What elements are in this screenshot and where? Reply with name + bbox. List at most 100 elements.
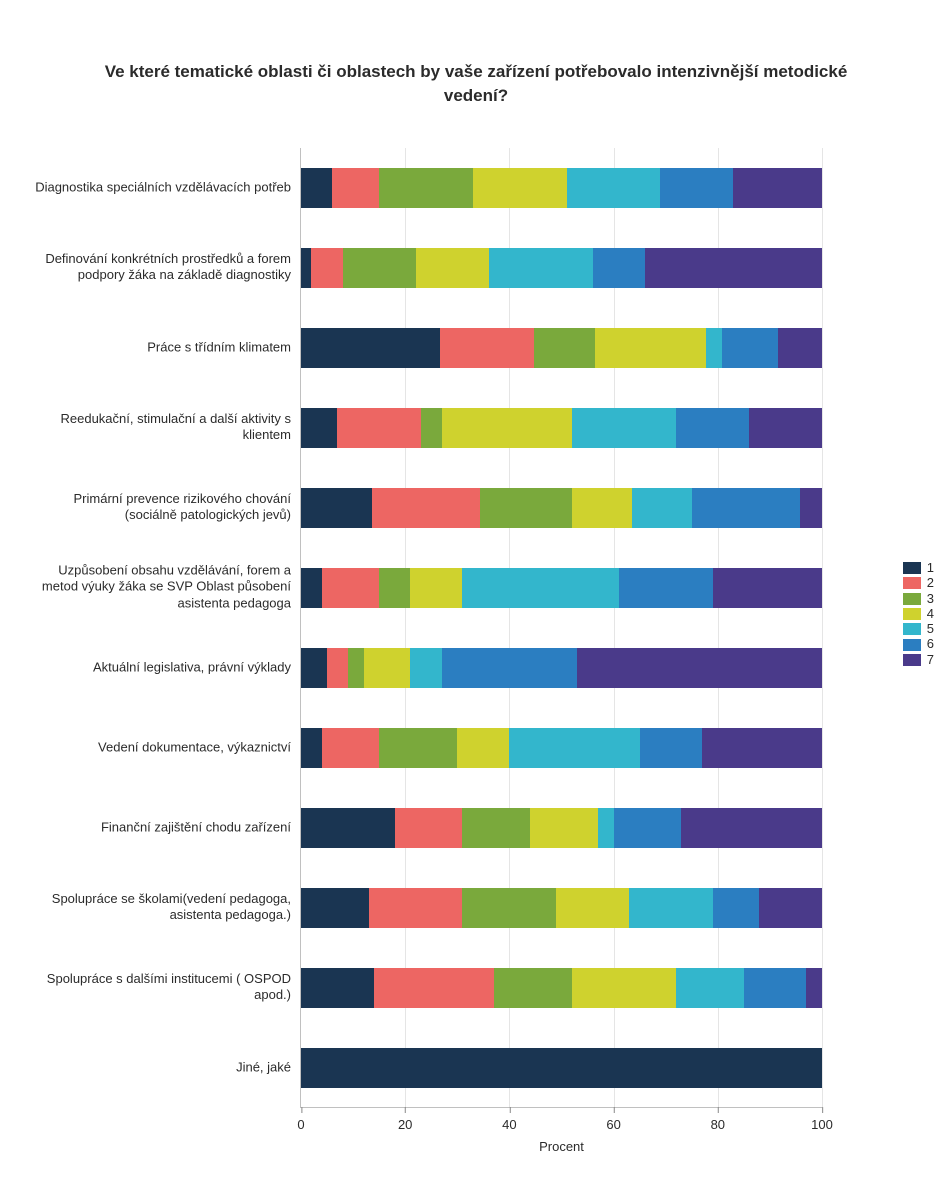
x-tick: 60 [606, 1107, 620, 1132]
bar-segment-1 [301, 728, 322, 768]
legend-swatch [903, 593, 921, 605]
y-label: Reedukační, stimulační a další aktivity … [31, 411, 301, 445]
chart-title: Ve které tematické oblasti či oblastech … [80, 60, 872, 108]
bar-segment-7 [681, 808, 822, 848]
bar-segment-6 [744, 968, 807, 1008]
y-label: Uzpůsobení obsahu vzdělávání, forem a me… [31, 562, 301, 613]
bar-segment-7 [733, 168, 822, 208]
bar-segment-5 [706, 328, 723, 368]
legend-swatch [903, 639, 921, 651]
bar-segment-2 [337, 408, 420, 448]
legend-label: 5 [927, 622, 934, 636]
bar-segment-1 [301, 168, 332, 208]
bar-segment-6 [619, 568, 713, 608]
legend-item: 1 [903, 561, 934, 575]
legend-swatch [903, 608, 921, 620]
bar-segment-2 [332, 168, 379, 208]
bar-row: Vedení dokumentace, výkaznictví [301, 728, 822, 768]
legend-label: 4 [927, 607, 934, 621]
bar-segment-6 [660, 168, 733, 208]
chart-container: Ve které tematické oblasti či oblastech … [0, 0, 952, 1200]
bar-segment-3 [462, 808, 530, 848]
bar-segment-4 [572, 488, 632, 528]
bar-segment-3 [494, 968, 572, 1008]
bar-segment-1 [301, 408, 337, 448]
bar-row: Finanční zajištění chodu zařízení [301, 808, 822, 848]
bar-segment-1 [301, 968, 374, 1008]
y-label: Jiné, jaké [31, 1059, 301, 1076]
x-tick: 0 [297, 1107, 304, 1132]
bar-segment-6 [676, 408, 749, 448]
legend-label: 6 [927, 637, 934, 651]
bar-segment-2 [311, 248, 342, 288]
bar-segment-7 [645, 248, 822, 288]
y-label: Finanční zajištění chodu zařízení [31, 819, 301, 836]
bar-segment-5 [629, 888, 712, 928]
bar-segment-4 [530, 808, 598, 848]
bar-segment-4 [473, 168, 567, 208]
grid-line [822, 148, 823, 1107]
bar-segment-6 [722, 328, 777, 368]
bar-segment-7 [800, 488, 822, 528]
bar-segment-7 [713, 568, 822, 608]
bar-segment-5 [632, 488, 692, 528]
bar-segment-5 [410, 648, 441, 688]
bar-segment-2 [322, 728, 379, 768]
bar-segment-1 [301, 568, 322, 608]
legend-swatch [903, 623, 921, 635]
y-label: Práce s třídním klimatem [31, 339, 301, 356]
grid-line [509, 148, 510, 1107]
bar-segment-2 [322, 568, 379, 608]
legend-item: 7 [903, 653, 934, 667]
bar-row: Reedukační, stimulační a další aktivity … [301, 408, 822, 448]
bar-row: Uzpůsobení obsahu vzdělávání, forem a me… [301, 568, 822, 608]
bar-segment-7 [749, 408, 822, 448]
y-label: Primární prevence rizikového chování (so… [31, 491, 301, 525]
bar-segment-7 [806, 968, 822, 1008]
legend-label: 1 [927, 561, 934, 575]
legend: 12 3456 7 [903, 560, 934, 668]
bar-segment-1 [301, 328, 440, 368]
legend-item: 3 [903, 592, 934, 606]
bar-row: Spolupráce se školami(vedení pedagoga, a… [301, 888, 822, 928]
legend-item: 4 [903, 607, 934, 621]
legend-item: 2 [903, 576, 934, 590]
legend-swatch [903, 577, 921, 589]
bar-row: Primární prevence rizikového chování (so… [301, 488, 822, 528]
bar-segment-1 [301, 648, 327, 688]
bar-segment-7 [702, 728, 822, 768]
legend-swatch [903, 562, 921, 574]
bar-segment-3 [379, 728, 457, 768]
grid-line [718, 148, 719, 1107]
bar-segment-6 [713, 888, 760, 928]
bar-segment-2 [395, 808, 463, 848]
bar-segment-2 [327, 648, 348, 688]
bar-segment-4 [572, 968, 676, 1008]
bar-segment-6 [593, 248, 645, 288]
bar-segment-3 [379, 168, 473, 208]
y-label: Diagnostika speciálních vzdělávacích pot… [31, 179, 301, 196]
grid-line [405, 148, 406, 1107]
plot-area: Procent 020406080100Diagnostika speciáln… [300, 148, 822, 1108]
y-label: Vedení dokumentace, výkaznictví [31, 739, 301, 756]
legend-label: 7 [927, 653, 934, 667]
bar-segment-3 [343, 248, 416, 288]
bar-segment-4 [556, 888, 629, 928]
x-tick: 40 [502, 1107, 516, 1132]
bar-segment-6 [614, 808, 682, 848]
y-label: Definování konkrétních prostředků a fore… [31, 251, 301, 285]
bar-segment-4 [364, 648, 411, 688]
bar-segment-3 [421, 408, 442, 448]
legend-label: 2 [927, 576, 934, 590]
y-label: Spolupráce se školami(vedení pedagoga, a… [31, 891, 301, 925]
bar-segment-1 [301, 808, 395, 848]
bar-row: Diagnostika speciálních vzdělávacích pot… [301, 168, 822, 208]
bar-segment-4 [442, 408, 572, 448]
bar-segment-4 [416, 248, 489, 288]
bar-segment-3 [379, 568, 410, 608]
x-tick: 100 [811, 1107, 833, 1132]
bar-segment-1 [301, 888, 369, 928]
bar-segment-4 [457, 728, 509, 768]
bar-segment-5 [598, 808, 614, 848]
bar-segment-7 [759, 888, 822, 928]
